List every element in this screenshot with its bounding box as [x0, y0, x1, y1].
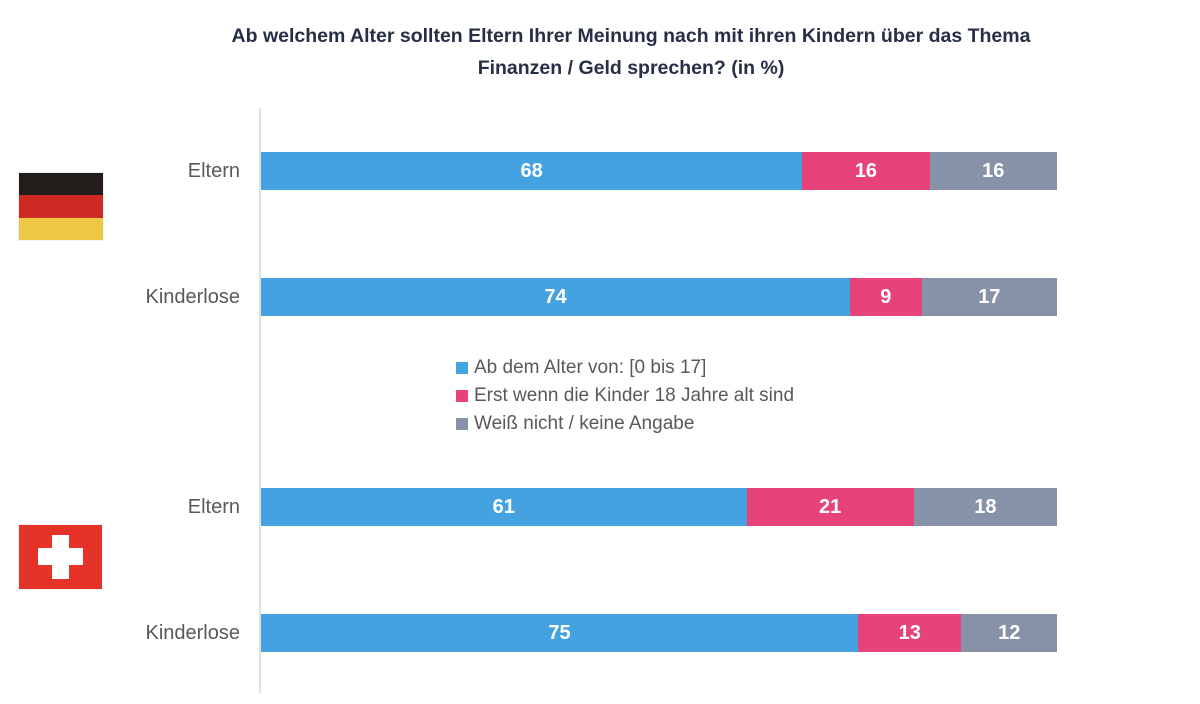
bar-segments: 74 9 17: [261, 278, 1057, 316]
bar-value-label: 9: [880, 285, 892, 308]
bar-value-label: 16: [982, 159, 1005, 182]
legend-label: Ab dem Alter von: [0 bis 17]: [474, 357, 707, 378]
bar-segment: 16: [802, 152, 930, 190]
bar-row: Eltern 61 21 18: [0, 488, 1200, 526]
bar-segment: 74: [261, 278, 851, 316]
legend-item: Ab dem Alter von: [0 bis 17]: [456, 354, 794, 382]
bar-value-label: 12: [998, 621, 1021, 644]
bar-value-label: 74: [544, 285, 567, 308]
legend-label: Erst wenn die Kinder 18 Jahre alt sind: [474, 385, 795, 406]
bar-segment: 13: [858, 614, 962, 652]
bar-value-label: 75: [548, 621, 571, 644]
bar-segment: 9: [850, 278, 922, 316]
switzerland-flag-icon: [19, 525, 102, 589]
bar-segment: 21: [746, 488, 914, 526]
germany-flag-black-stripe: [19, 173, 103, 196]
legend-swatch-icon: [456, 390, 468, 402]
bar-value-label: 13: [898, 621, 921, 644]
bar-row-label: Kinderlose: [145, 622, 240, 644]
bar-row: Kinderlose 74 9 17: [0, 278, 1200, 316]
bar-row-label: Eltern: [187, 496, 240, 518]
bar-segment: 18: [913, 488, 1057, 526]
bar-value-label: 61: [492, 495, 515, 518]
legend-swatch-icon: [456, 418, 468, 430]
bar-value-label: 21: [819, 495, 842, 518]
bar-segment: 17: [921, 278, 1057, 316]
bar-value-label: 18: [974, 495, 997, 518]
legend-label: Weiß nicht / keine Angabe: [474, 413, 695, 434]
germany-flag-red-stripe: [19, 195, 103, 218]
bar-segments: 75 13 12: [261, 614, 1057, 652]
bar-row: Kinderlose 75 13 12: [0, 614, 1200, 652]
germany-flag-gold-stripe: [19, 217, 103, 240]
y-axis-line: [259, 108, 261, 693]
bar-segments: 68 16 16: [261, 152, 1057, 190]
bar-segments: 61 21 18: [261, 488, 1057, 526]
swiss-cross-icon: [38, 548, 83, 565]
bar-segment: 68: [261, 152, 803, 190]
bar-segment: 12: [961, 614, 1057, 652]
bar-row: Eltern 68 16 16: [0, 152, 1200, 190]
bar-segment: 75: [261, 614, 858, 652]
bar-value-label: 17: [978, 285, 1001, 308]
chart-title: Ab welchem Alter sollten Eltern Ihrer Me…: [231, 25, 1031, 79]
bar-value-label: 68: [520, 159, 543, 182]
bar-row-label: Eltern: [187, 160, 240, 182]
bar-value-label: 16: [854, 159, 878, 182]
legend: Ab dem Alter von: [0 bis 17] Erst wenn di…: [456, 354, 794, 438]
legend-item: Weiß nicht / keine Angabe: [456, 410, 794, 438]
legend-item: Erst wenn die Kinder 18 Jahre alt sind: [456, 382, 794, 410]
bar-row-label: Kinderlose: [145, 286, 240, 308]
legend-swatch-icon: [456, 362, 468, 374]
bar-segment: 61: [261, 488, 747, 526]
bar-segment: 16: [929, 152, 1057, 190]
germany-flag-icon: [19, 173, 103, 240]
